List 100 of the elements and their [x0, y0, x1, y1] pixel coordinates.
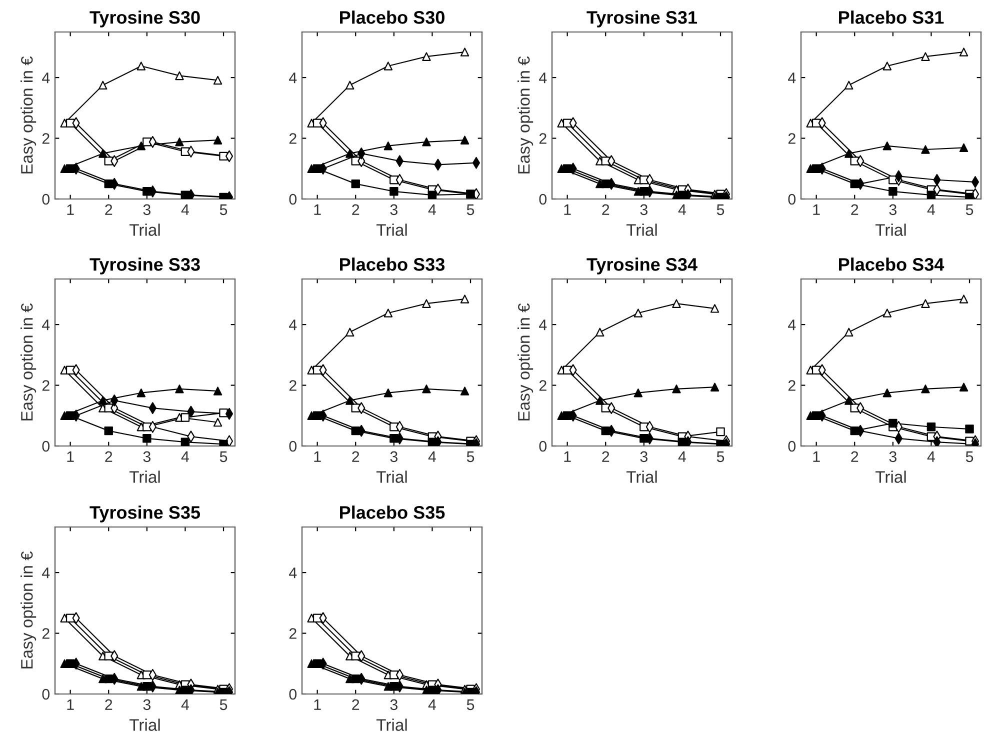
x-tick-label: 5 — [466, 699, 474, 710]
x-tick-label: 5 — [466, 451, 474, 462]
y-tick-label: 2 — [539, 133, 546, 144]
x-tick-label: 3 — [143, 204, 150, 216]
y-tick-label: 0 — [539, 194, 547, 205]
x-tick-label: 4 — [181, 699, 190, 710]
x-axis-title: Trial — [129, 470, 160, 483]
x-tick-label: 1 — [314, 699, 321, 710]
y-axis-title: Easy option in € — [518, 303, 534, 420]
chart-title: Placebo S31 — [839, 10, 944, 24]
y-tick-label: 0 — [42, 440, 50, 452]
x-axis-title: Trial — [626, 470, 657, 483]
x-axis-title: Trial — [875, 224, 906, 236]
y-tick-label: 2 — [289, 380, 296, 391]
x-tick-label: 2 — [602, 204, 610, 215]
x-tick-label: 1 — [564, 451, 571, 462]
x-tick-label: 4 — [428, 204, 436, 215]
y-tick-label: 0 — [539, 440, 547, 452]
y-axis-title: Easy option in € — [20, 56, 36, 174]
x-tick-label: 5 — [466, 204, 474, 216]
y-tick-label: 2 — [42, 133, 50, 144]
x-tick-label: 1 — [67, 451, 74, 462]
x-tick-label: 5 — [220, 451, 228, 462]
x-tick-label: 5 — [966, 451, 974, 462]
x-tick-label: 4 — [181, 204, 190, 215]
y-tick-label: 4 — [42, 568, 50, 578]
y-tick-label: 4 — [42, 72, 50, 84]
chart-title: Placebo S30 — [340, 10, 444, 24]
x-axis-title: Trial — [626, 224, 657, 236]
x-axis-title: Trial — [129, 224, 160, 236]
x-tick-label: 4 — [678, 204, 686, 215]
x-tick-label: 4 — [927, 451, 936, 462]
x-tick-label: 2 — [851, 451, 858, 462]
y-tick-label: 4 — [788, 72, 796, 84]
x-tick-label: 3 — [143, 451, 150, 462]
y-tick-label: 2 — [42, 628, 50, 639]
x-tick-label: 2 — [352, 699, 360, 710]
x-tick-label: 5 — [716, 451, 724, 462]
x-tick-label: 4 — [678, 451, 686, 462]
x-tick-label: 1 — [314, 451, 321, 462]
chart-title: Tyrosine S34 — [586, 258, 698, 274]
chart-title: Tyrosine S30 — [90, 10, 200, 28]
y-tick-label: 4 — [42, 320, 50, 330]
x-axis-title: Trial — [376, 470, 407, 483]
x-tick-label: 4 — [428, 699, 436, 710]
y-tick-label: 2 — [788, 380, 796, 391]
x-tick-label: 2 — [352, 451, 360, 462]
x-axis-title: Trial — [376, 718, 407, 731]
y-tick-label: 2 — [42, 380, 50, 391]
x-axis-title: Trial — [129, 718, 160, 731]
x-tick-label: 3 — [390, 451, 398, 462]
x-tick-label: 3 — [889, 204, 896, 216]
x-tick-label: 1 — [564, 204, 571, 215]
y-tick-label: 0 — [42, 194, 50, 205]
y-tick-label: 4 — [538, 320, 547, 330]
y-tick-label: 4 — [538, 72, 547, 84]
y-tick-label: 4 — [788, 320, 796, 330]
y-tick-label: 0 — [42, 688, 50, 700]
x-tick-label: 2 — [105, 451, 112, 462]
x-tick-label: 4 — [181, 451, 190, 462]
chart-title: Placebo S35 — [340, 506, 445, 519]
x-tick-label: 1 — [67, 204, 74, 215]
y-tick-label: 4 — [288, 72, 297, 84]
x-tick-label: 3 — [889, 451, 896, 462]
x-tick-label: 2 — [851, 204, 858, 215]
y-axis-title: Easy option in € — [518, 56, 534, 174]
x-tick-label: 2 — [105, 204, 112, 215]
x-tick-label: 3 — [390, 699, 398, 710]
chart-title: Tyrosine S31 — [586, 10, 698, 28]
x-tick-label: 1 — [813, 204, 820, 215]
x-tick-label: 4 — [428, 451, 436, 462]
chart-title: Tyrosine S35 — [90, 506, 200, 522]
y-tick-label: 0 — [788, 194, 796, 205]
x-axis-title: Trial — [875, 470, 906, 483]
y-tick-label: 2 — [788, 133, 796, 144]
x-tick-label: 5 — [220, 204, 228, 216]
x-axis-title: Trial — [376, 224, 407, 236]
chart-title: Placebo S34 — [839, 258, 944, 271]
x-tick-label: 1 — [314, 204, 321, 215]
y-tick-label: 4 — [288, 320, 297, 330]
y-tick-label: 4 — [288, 568, 297, 578]
x-tick-label: 3 — [640, 451, 648, 462]
x-tick-label: 1 — [813, 451, 820, 462]
y-tick-label: 0 — [788, 440, 796, 452]
y-tick-label: 2 — [539, 380, 546, 391]
chart-title: Placebo S33 — [340, 258, 445, 271]
x-tick-label: 2 — [105, 699, 112, 710]
chart-title: Tyrosine S33 — [90, 258, 200, 274]
x-tick-label: 1 — [67, 699, 74, 710]
y-tick-label: 0 — [289, 440, 297, 452]
x-tick-label: 2 — [352, 204, 360, 215]
x-tick-label: 3 — [390, 204, 398, 216]
y-axis-title: Easy option in € — [20, 303, 36, 420]
y-tick-label: 0 — [289, 194, 297, 205]
x-tick-label: 3 — [640, 204, 648, 216]
x-tick-label: 5 — [716, 204, 724, 216]
y-tick-label: 2 — [289, 133, 296, 144]
y-axis-title: Easy option in € — [20, 551, 36, 668]
x-tick-label: 4 — [927, 204, 936, 215]
x-tick-label: 3 — [143, 699, 150, 710]
